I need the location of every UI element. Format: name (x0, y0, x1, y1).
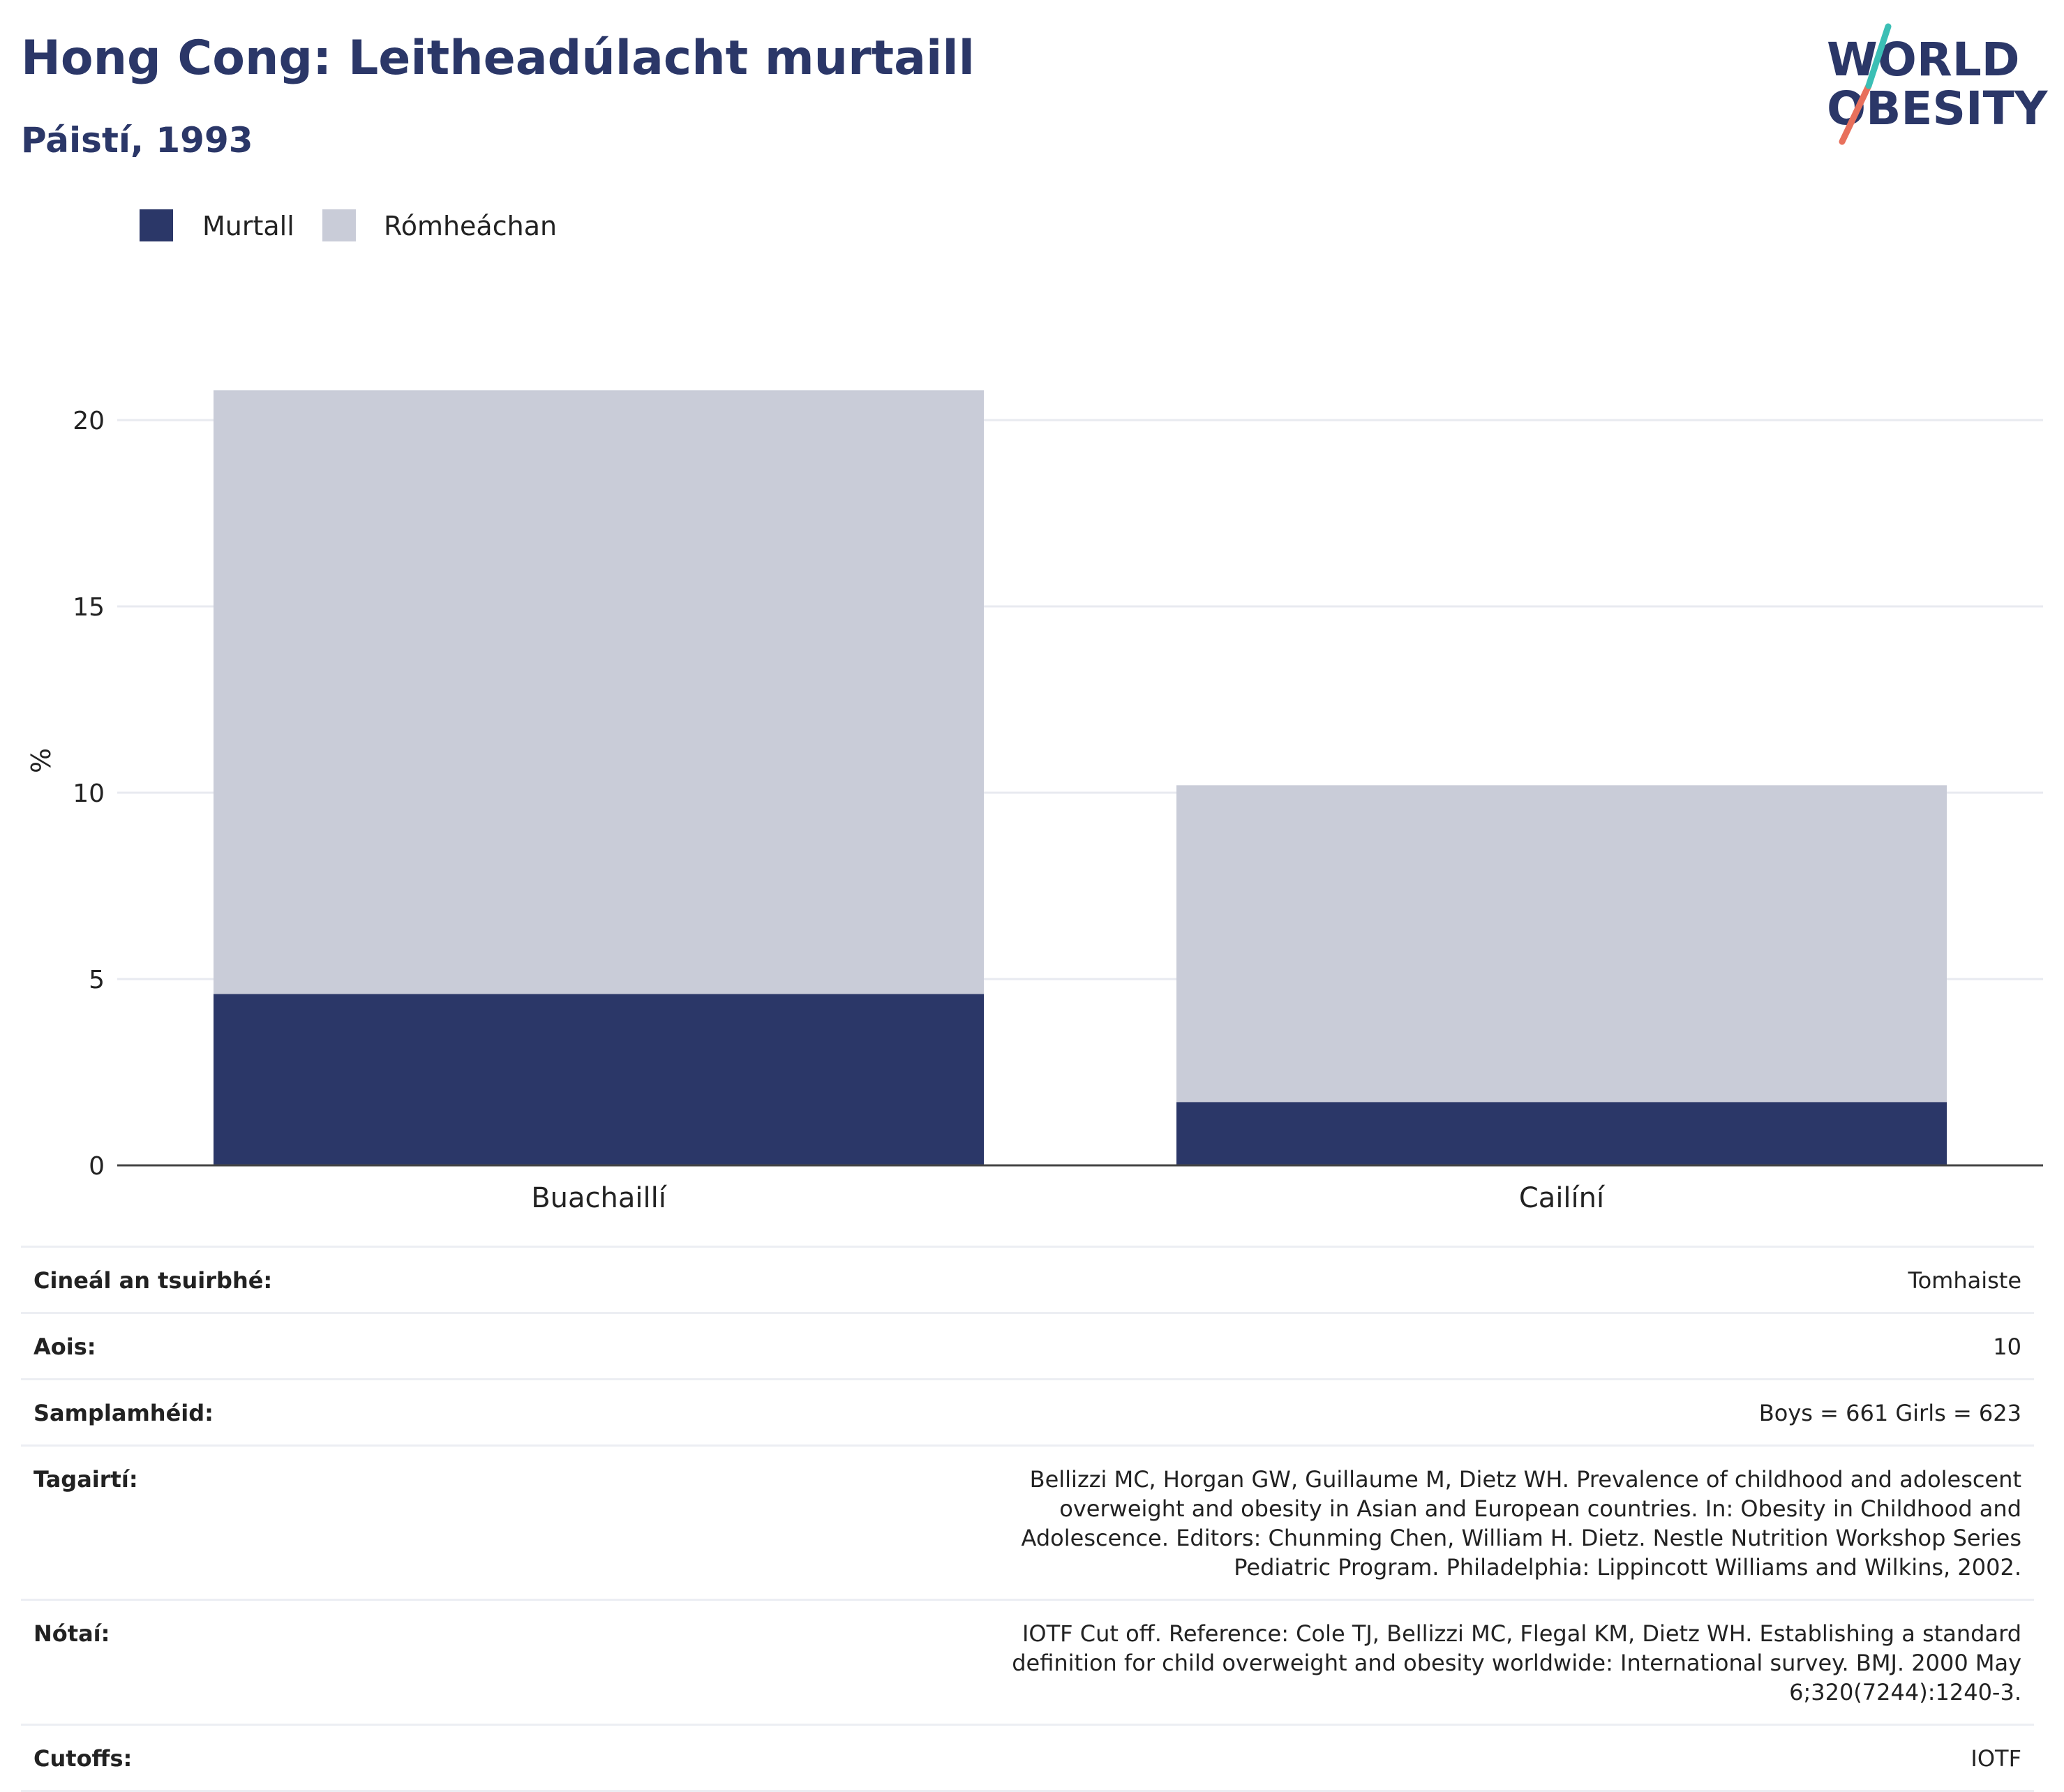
svg-text:WORLD: WORLD (1827, 33, 2020, 87)
chart-title: Hong Cong: Leitheadúlacht murtaill (21, 31, 975, 86)
y-tick-label: 20 (73, 407, 105, 435)
y-tick-label: 15 (73, 593, 105, 622)
info-row-references: Tagairtí: Bellizzi MC, Horgan GW, Guilla… (21, 1444, 2034, 1601)
legend-swatch-murtall (140, 209, 173, 241)
world-obesity-logo: WORLD OBESITY (1827, 23, 2049, 145)
bar-romheachan-1 (1176, 785, 1947, 1103)
survey-info-table: Cineál an tsuirbhé: Tomhaiste Aois: 10 S… (21, 1246, 2034, 1792)
bar-murtall-0 (214, 994, 984, 1165)
info-value: IOTF Cut off. Reference: Cole TJ, Belliz… (437, 1599, 2034, 1726)
info-key: Aois: (21, 1312, 437, 1380)
info-key: Cineál an tsuirbhé: (21, 1246, 437, 1314)
y-tick-label: 10 (73, 779, 105, 808)
x-tick-label: Cailíní (1519, 1182, 1606, 1214)
info-value: IOTF (437, 1724, 2034, 1792)
info-row-age: Aois: 10 (21, 1312, 2034, 1380)
bar-murtall-1 (1176, 1102, 1947, 1165)
y-tick-label: 5 (89, 966, 105, 994)
info-key: Nótaí: (21, 1599, 437, 1726)
info-value: Bellizzi MC, Horgan GW, Guillaume M, Die… (437, 1444, 2034, 1601)
chart-subtitle: Páistí, 1993 (21, 120, 253, 160)
info-row-cutoffs: Cutoffs: IOTF (21, 1724, 2034, 1792)
info-value: Tomhaiste (437, 1246, 2034, 1314)
y-tick-label: 0 (89, 1152, 105, 1181)
info-key: Cutoffs: (21, 1724, 437, 1792)
info-row-notes: Nótaí: IOTF Cut off. Reference: Cole TJ,… (21, 1599, 2034, 1726)
info-row-sample-size: Samplamhéid: Boys = 661 Girls = 623 (21, 1378, 2034, 1447)
stacked-bar-chart: 0 5 10 15 20% Buachaillí Cailíní (26, 390, 2043, 1214)
info-key: Samplamhéid: (21, 1378, 437, 1447)
y-axis-label: % (26, 748, 57, 773)
info-value: Boys = 661 Girls = 623 (437, 1378, 2034, 1447)
info-key: Tagairtí: (21, 1444, 437, 1601)
info-row-survey-type: Cineál an tsuirbhé: Tomhaiste (21, 1246, 2034, 1314)
x-tick-label: Buachaillí (531, 1182, 668, 1214)
bar-romheachan-0 (214, 390, 984, 994)
legend-label-romheachan: Rómheáchan (384, 211, 558, 241)
legend-swatch-romheachan (322, 209, 356, 241)
info-value: 10 (437, 1312, 2034, 1380)
legend-label-murtall: Murtall (202, 211, 294, 241)
